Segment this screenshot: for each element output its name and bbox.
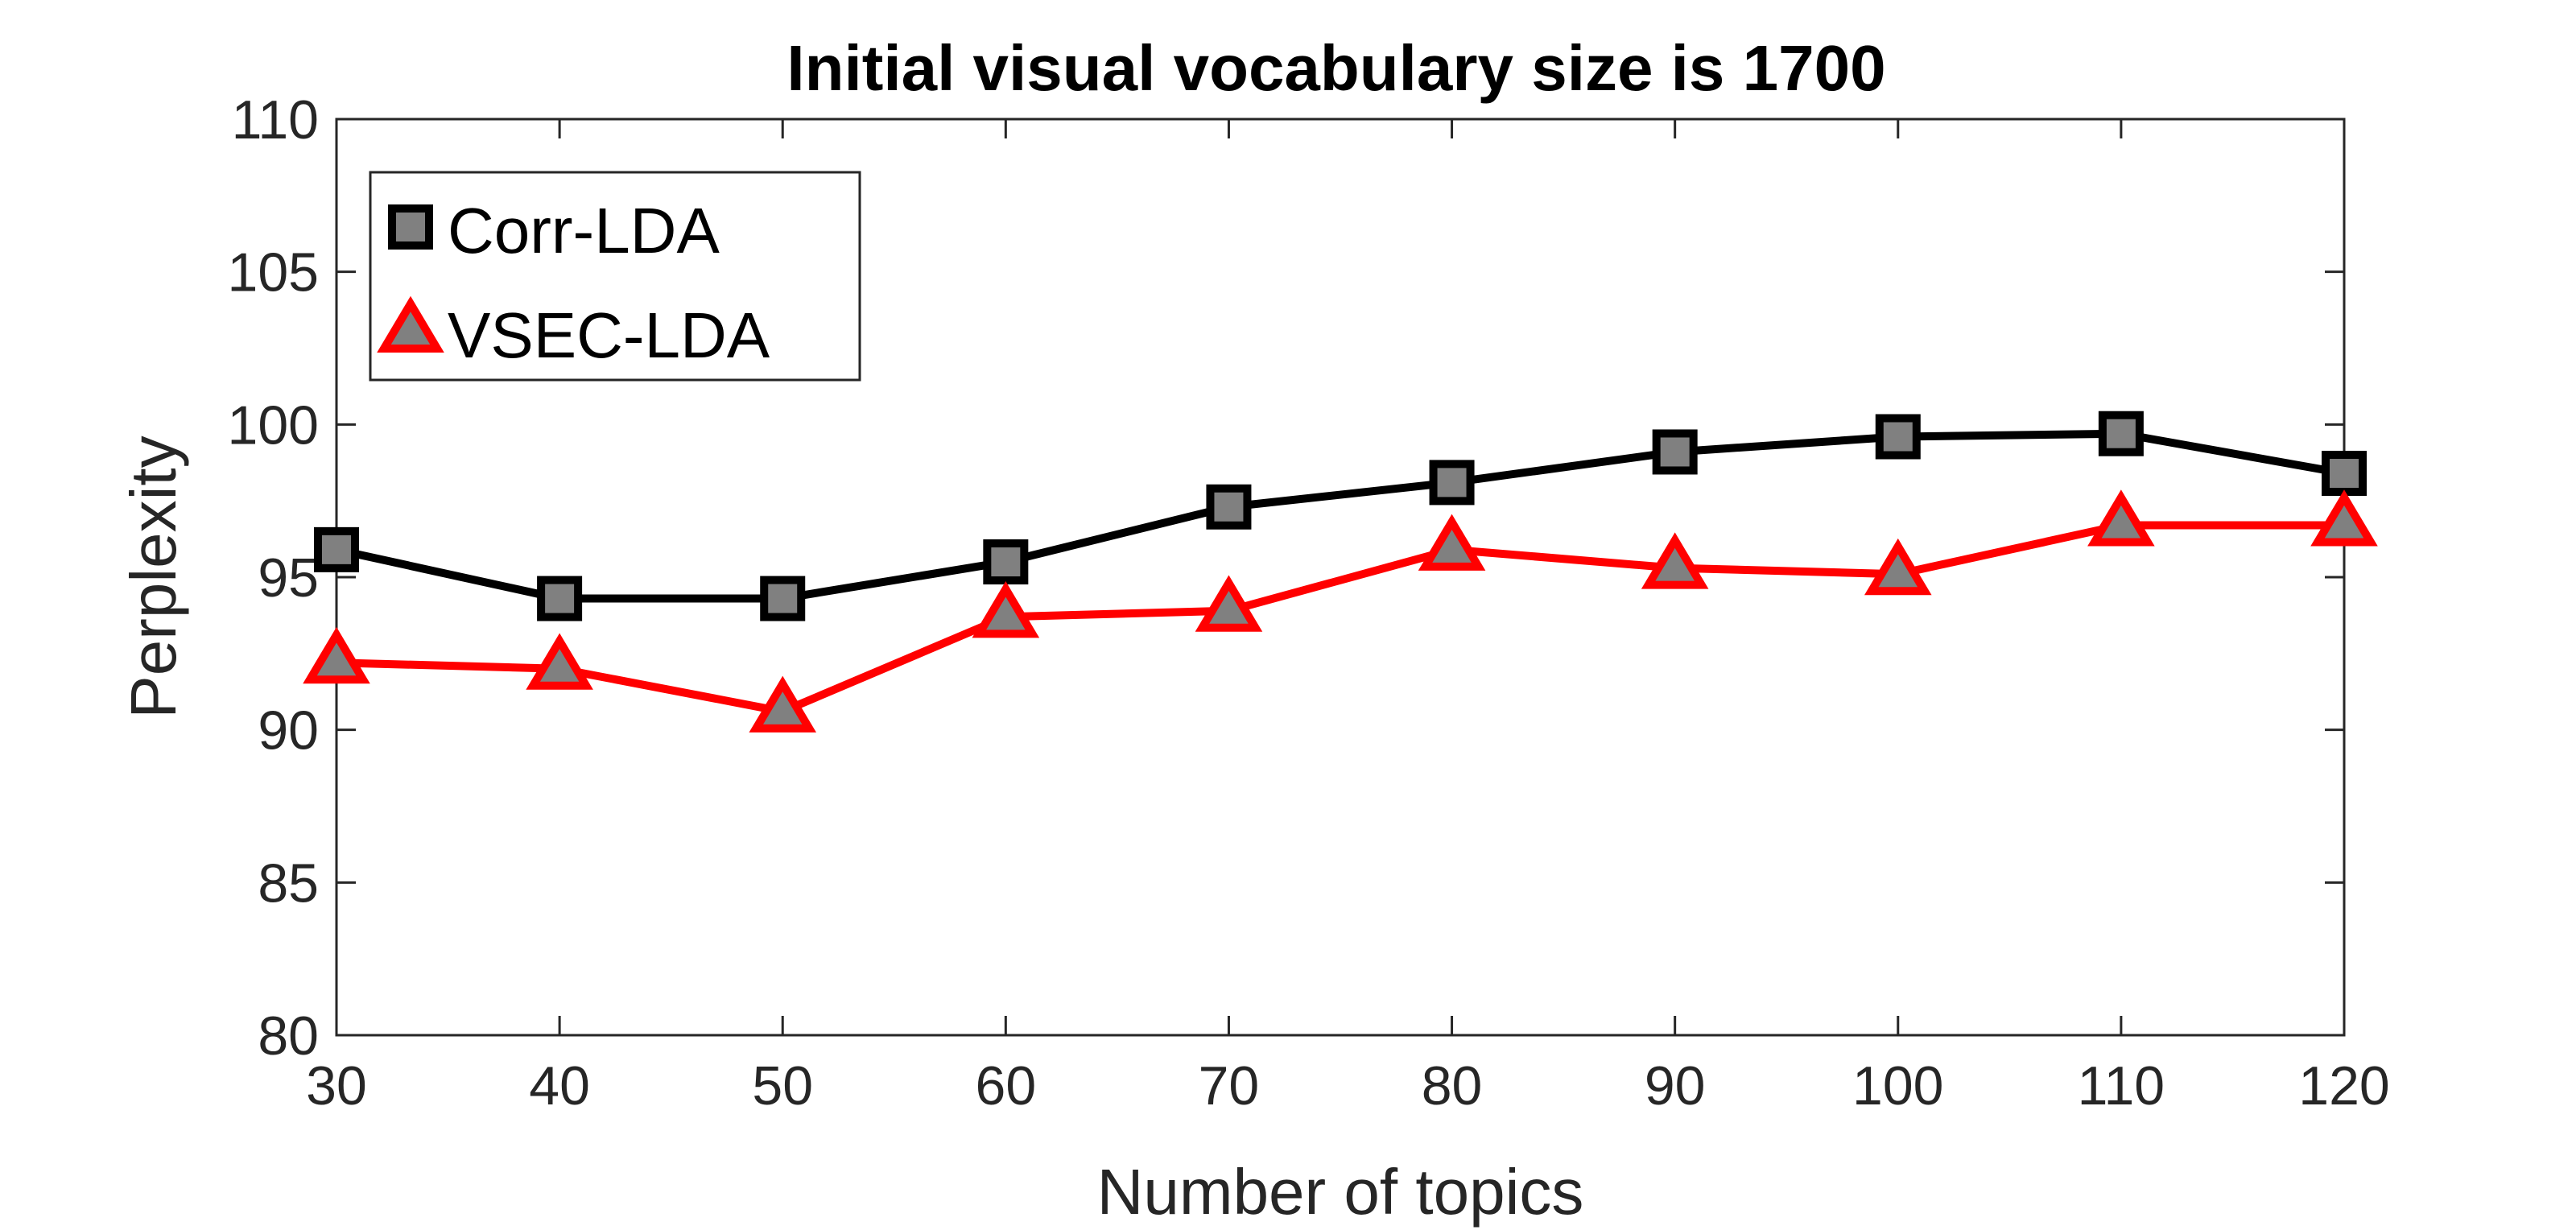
data-point-corr-lda <box>314 526 359 572</box>
series-vsec-lda <box>303 489 2378 733</box>
data-point-corr-lda <box>1652 429 1698 475</box>
data-point-corr-lda <box>1429 460 1475 506</box>
series-line-vsec-lda <box>336 521 2344 716</box>
data-point-vsec-lda <box>303 626 370 684</box>
data-point-corr-lda <box>2322 451 2367 497</box>
x-tick-label: 40 <box>529 1055 590 1116</box>
data-point-vsec-lda <box>2087 489 2155 547</box>
y-tick-label: 80 <box>258 1005 319 1067</box>
y-tick-label: 100 <box>228 394 319 456</box>
series-line-corr-lda <box>335 429 2345 603</box>
data-point-corr-lda <box>1875 414 1921 460</box>
data-point-corr-lda <box>760 576 806 621</box>
legend-marker-corr-lda <box>388 204 433 250</box>
data-point-vsec-lda <box>2310 489 2378 547</box>
x-tick-label: 50 <box>752 1055 813 1116</box>
y-tick-label: 110 <box>232 89 319 151</box>
x-tick-label: 70 <box>1199 1055 1260 1116</box>
data-point-vsec-lda <box>1418 514 1486 571</box>
legend: Corr-LDA VSEC-LDA <box>369 171 861 382</box>
data-point-vsec-lda <box>1864 538 1932 596</box>
y-tick-label: 90 <box>258 700 319 762</box>
data-point-corr-lda <box>537 576 583 621</box>
chart-title: Initial visual vocabulary size is 1700 <box>786 32 1885 104</box>
x-tick-label: 100 <box>1852 1055 1943 1116</box>
data-point-corr-lda <box>983 539 1029 585</box>
y-tick-label: 105 <box>228 242 319 303</box>
y-tick-label: 95 <box>258 547 319 609</box>
data-point-vsec-lda <box>526 633 593 690</box>
series-corr-lda <box>314 411 2367 621</box>
legend-label-corr-lda: Corr-LDA <box>448 195 720 266</box>
x-axis-label: Number of topics <box>1097 1156 1584 1228</box>
data-point-corr-lda <box>2098 411 2144 456</box>
x-tick-label: 80 <box>1422 1055 1483 1116</box>
legend-box <box>369 171 861 382</box>
data-point-corr-lda <box>1206 484 1252 530</box>
data-point-vsec-lda <box>972 581 1040 638</box>
x-tick-label: 90 <box>1645 1055 1706 1116</box>
x-tick-label: 60 <box>976 1055 1037 1116</box>
data-point-vsec-lda <box>1195 575 1263 632</box>
series-layer <box>303 411 2378 733</box>
x-tick-label: 30 <box>306 1055 367 1116</box>
axis-ticks: 30 40 50 60 70 80 90 100 110 120 80 85 90 95 100 105 110 <box>228 89 2390 1116</box>
x-tick-label: 120 <box>2298 1055 2389 1116</box>
legend-label-vsec-lda: VSEC-LDA <box>448 299 770 371</box>
data-point-vsec-lda <box>1641 532 1709 589</box>
x-tick-label: 110 <box>2078 1055 2165 1116</box>
y-axis-label: Perplexity <box>118 435 189 718</box>
data-point-vsec-lda <box>749 675 817 733</box>
legend-marker-vsec-lda <box>377 295 444 353</box>
y-tick-label: 85 <box>258 852 319 914</box>
